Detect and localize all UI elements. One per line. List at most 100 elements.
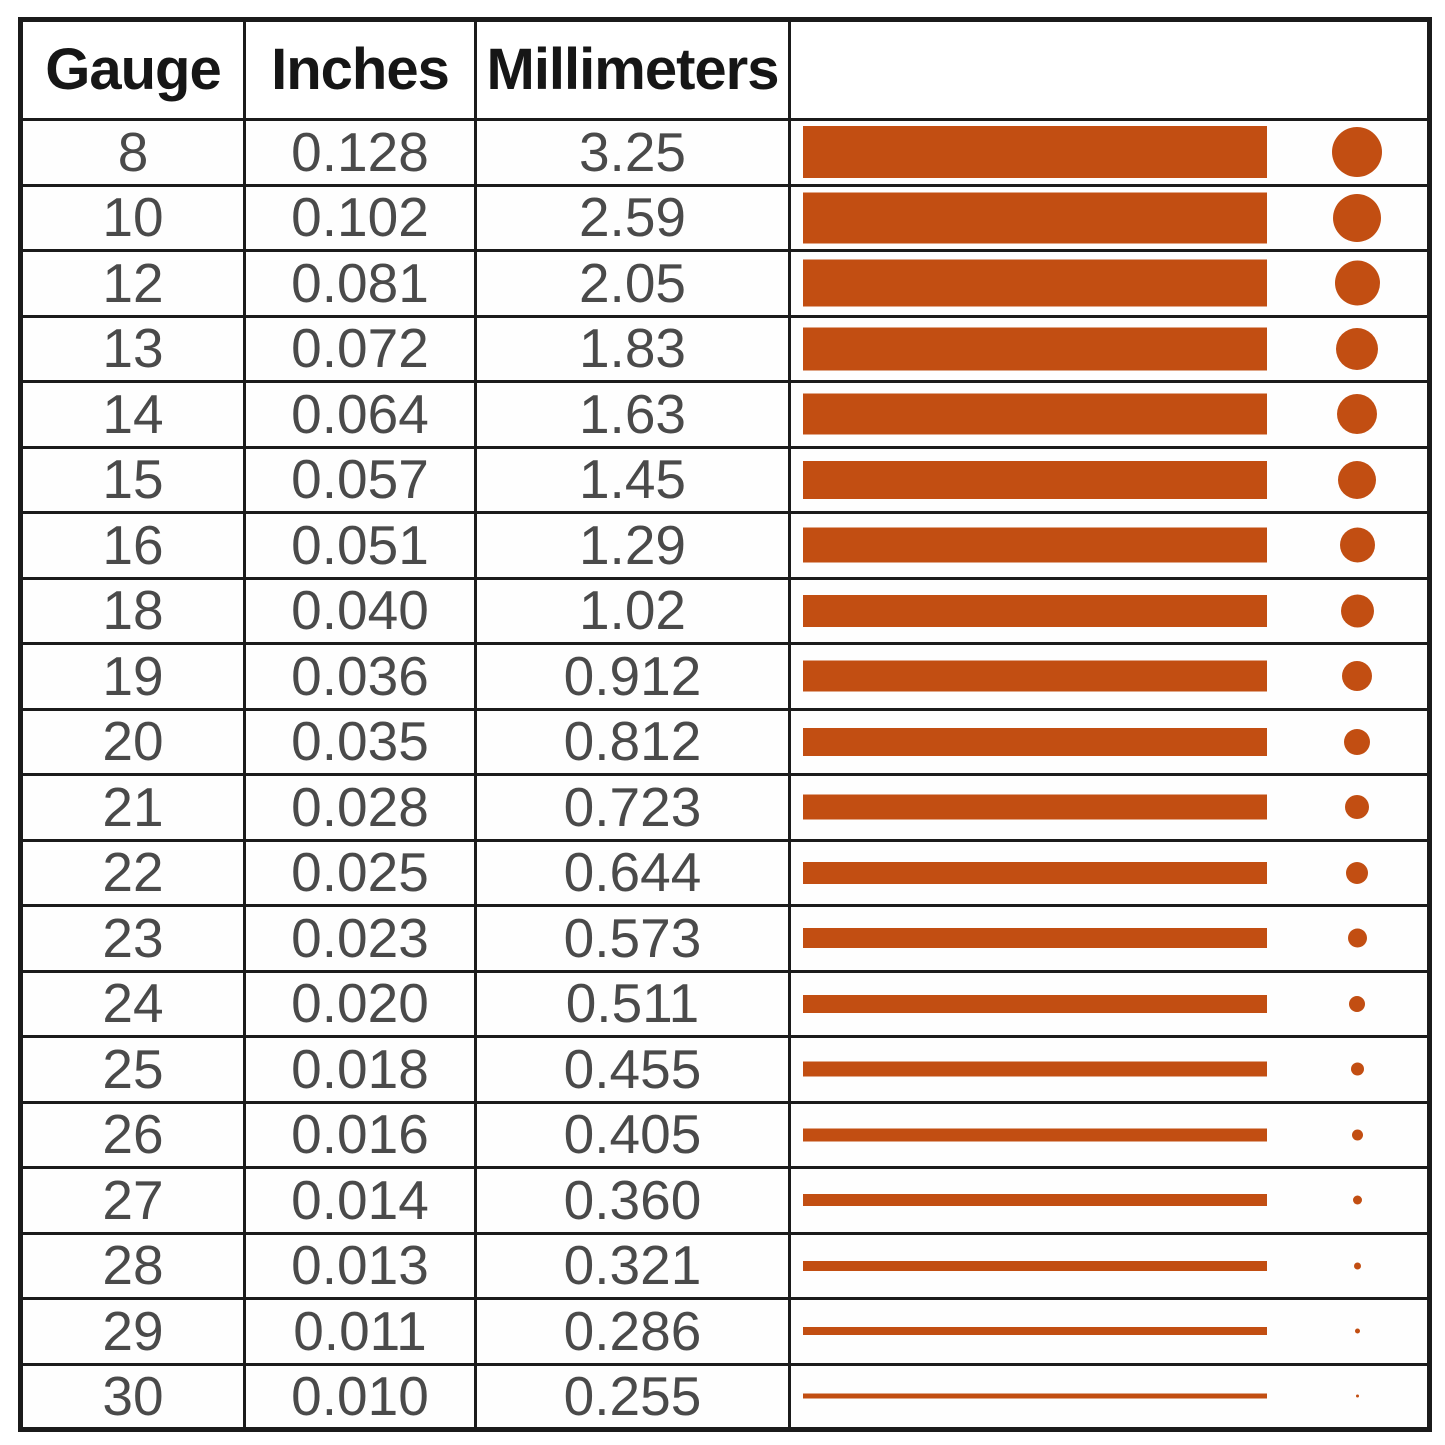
- wire-diameter-dot: [1333, 193, 1381, 242]
- wire-size-visual-cell: [788, 576, 1431, 645]
- inches-cell: 0.028: [243, 773, 477, 842]
- millimeters-cell: 2.05: [474, 249, 791, 318]
- wire-diameter-dot: [1353, 1262, 1361, 1270]
- gauge-cell: 14: [19, 380, 246, 449]
- wire-size-visual-cell: [788, 838, 1431, 907]
- table-row: 29 0.011 0.286: [19, 1297, 1431, 1366]
- table-row: 19 0.036 0.912: [19, 642, 1431, 711]
- table-row: 12 0.081 2.05: [19, 249, 1431, 318]
- wire-thickness-bar: [803, 192, 1267, 244]
- wire-size-visual-cell: [788, 314, 1431, 383]
- inches-cell: 0.016: [243, 1100, 477, 1169]
- millimeters-cell: 0.455: [474, 1035, 791, 1104]
- table-row: 16 0.051 1.29: [19, 511, 1431, 580]
- table-row: 28 0.013 0.321: [19, 1231, 1431, 1300]
- inches-cell: 0.102: [243, 183, 477, 252]
- gauge-cell: 19: [19, 642, 246, 711]
- wire-thickness-bar: [803, 861, 1267, 884]
- gauge-cell: 12: [19, 249, 246, 318]
- gauge-table-body: 8 0.128 3.25 10 0.102 2.59 12 0.081 2.05 13 0.072 1…: [19, 118, 1431, 1431]
- inches-cell: 0.010: [243, 1362, 477, 1431]
- wire-thickness-bar: [803, 327, 1267, 371]
- table-row: 22 0.025 0.644: [19, 838, 1431, 907]
- wire-diameter-dot: [1347, 928, 1367, 948]
- table-row: 30 0.010 0.255: [19, 1362, 1431, 1431]
- wire-diameter-dot: [1344, 728, 1370, 755]
- gauge-cell: 15: [19, 445, 246, 514]
- wire-size-visual-cell: [788, 1100, 1431, 1169]
- table-row: 15 0.057 1.45: [19, 445, 1431, 514]
- gauge-cell: 10: [19, 183, 246, 252]
- inches-cell: 0.040: [243, 576, 477, 645]
- wire-diameter-dot: [1332, 127, 1382, 178]
- millimeters-cell: 0.644: [474, 838, 791, 907]
- wire-thickness-bar: [803, 594, 1267, 627]
- millimeters-cell: 1.83: [474, 314, 791, 383]
- wire-diameter-dot: [1350, 1062, 1364, 1076]
- inches-cell: 0.014: [243, 1166, 477, 1235]
- wire-size-visual-cell: [788, 1297, 1431, 1366]
- millimeters-cell: 0.360: [474, 1166, 791, 1235]
- wire-diameter-dot: [1352, 1195, 1362, 1205]
- table-row: 10 0.102 2.59: [19, 183, 1431, 252]
- table-row: 26 0.016 0.405: [19, 1100, 1431, 1169]
- gauge-cell: 8: [19, 118, 246, 187]
- table-row: 14 0.064 1.63: [19, 380, 1431, 449]
- gauge-cell: 27: [19, 1166, 246, 1235]
- wire-thickness-bar: [803, 1327, 1267, 1336]
- wire-size-visual-cell: [788, 773, 1431, 842]
- wire-thickness-bar: [803, 794, 1267, 820]
- wire-diameter-dot: [1334, 260, 1380, 306]
- wire-size-visual-cell: [788, 445, 1431, 514]
- wire-thickness-bar: [803, 1128, 1267, 1142]
- wire-size-visual-cell: [788, 642, 1431, 711]
- gauge-cell: 28: [19, 1231, 246, 1300]
- gauge-cell: 13: [19, 314, 246, 383]
- inches-cell: 0.064: [243, 380, 477, 449]
- gauge-cell: 29: [19, 1297, 246, 1366]
- inches-cell: 0.057: [243, 445, 477, 514]
- table-row: 20 0.035 0.812: [19, 707, 1431, 776]
- millimeters-cell: 0.511: [474, 969, 791, 1038]
- gauge-cell: 25: [19, 1035, 246, 1104]
- millimeters-cell: 3.25: [474, 118, 791, 187]
- millimeters-cell: 1.63: [474, 380, 791, 449]
- wire-size-visual-cell: [788, 904, 1431, 973]
- millimeters-cell: 0.405: [474, 1100, 791, 1169]
- table-row: 8 0.128 3.25: [19, 118, 1431, 187]
- gauge-cell: 22: [19, 838, 246, 907]
- gauge-cell: 16: [19, 511, 246, 580]
- inches-cell: 0.036: [243, 642, 477, 711]
- wire-thickness-bar: [803, 460, 1267, 499]
- table-row: 13 0.072 1.83: [19, 314, 1431, 383]
- inches-cell: 0.013: [243, 1231, 477, 1300]
- header-visual: [788, 18, 1431, 121]
- wire-diameter-dot: [1346, 861, 1368, 884]
- millimeters-cell: 1.02: [474, 576, 791, 645]
- table-row: 23 0.023 0.573: [19, 904, 1431, 973]
- inches-cell: 0.018: [243, 1035, 477, 1104]
- wire-thickness-bar: [803, 1194, 1267, 1207]
- inches-cell: 0.128: [243, 118, 477, 187]
- wire-size-visual-cell: [788, 118, 1431, 187]
- inches-cell: 0.011: [243, 1297, 477, 1366]
- wire-diameter-dot: [1345, 795, 1369, 820]
- table-row: 25 0.018 0.455: [19, 1035, 1431, 1104]
- inches-cell: 0.072: [243, 314, 477, 383]
- wire-size-visual-cell: [788, 1231, 1431, 1300]
- millimeters-cell: 0.812: [474, 707, 791, 776]
- millimeters-cell: 0.573: [474, 904, 791, 973]
- gauge-cell: 21: [19, 773, 246, 842]
- wire-thickness-bar: [803, 727, 1267, 756]
- wire-size-visual-cell: [788, 1035, 1431, 1104]
- inches-cell: 0.081: [243, 249, 477, 318]
- gauge-cell: 18: [19, 576, 246, 645]
- gauge-cell: 23: [19, 904, 246, 973]
- wire-diameter-dot: [1351, 1129, 1363, 1141]
- wire-diameter-dot: [1339, 527, 1375, 563]
- table-row: 18 0.040 1.02: [19, 576, 1431, 645]
- wire-thickness-bar: [803, 1260, 1267, 1271]
- millimeters-cell: 0.912: [474, 642, 791, 711]
- inches-cell: 0.051: [243, 511, 477, 580]
- inches-cell: 0.020: [243, 969, 477, 1038]
